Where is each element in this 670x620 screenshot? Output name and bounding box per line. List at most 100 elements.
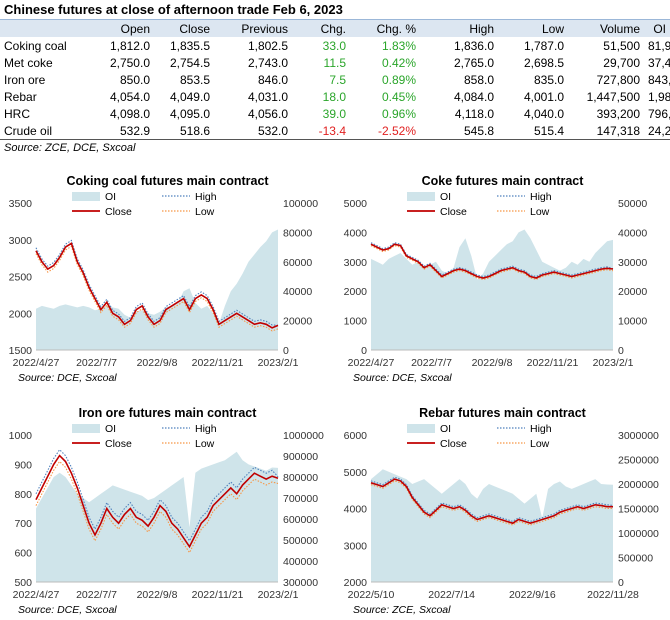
x-tick-label: 2022/9/8 bbox=[472, 357, 513, 369]
row-chg: -13.4 bbox=[292, 122, 350, 140]
x-tick-label: 2022/11/28 bbox=[587, 589, 639, 601]
y-left-tick-label: 0 bbox=[361, 345, 367, 357]
legend-label: Low bbox=[195, 206, 215, 218]
x-tick-label: 2022/7/14 bbox=[428, 589, 475, 601]
row-close: 518.6 bbox=[154, 122, 214, 140]
legend-label: High bbox=[530, 191, 552, 203]
table-row: Crude oil 532.9 518.6 532.0 -13.4 -2.52%… bbox=[0, 122, 670, 140]
y-right-tick-label: 40000 bbox=[618, 227, 647, 239]
chart-title: Coking coal futures main contract bbox=[66, 174, 269, 188]
row-high: 2,765.0 bbox=[453, 55, 494, 70]
row-name: Met coke bbox=[4, 55, 53, 70]
y-right-tick-label: 700000 bbox=[283, 493, 318, 505]
oi-area bbox=[36, 451, 278, 582]
oi-area bbox=[371, 229, 613, 350]
coke-chart: 0 1000 2000 3000 4000 5000 0 10000 20000 30000 400… bbox=[335, 163, 670, 385]
row-volume: 29,700 bbox=[603, 55, 640, 70]
legend-label: Close bbox=[440, 438, 467, 450]
row-close: 4,095.0 bbox=[169, 106, 210, 121]
close-line bbox=[370, 478, 613, 525]
chart-source: Source: DCE, Sxcoal bbox=[353, 372, 452, 384]
header-chg: Chg. bbox=[292, 19, 350, 37]
header-oi: OI bbox=[644, 19, 670, 37]
coke-chart-svg: 0100020003000400050000100002000030000400… bbox=[344, 174, 648, 384]
table-row: Coking coal 1,812.0 1,835.5 1,802.5 33.0… bbox=[0, 37, 670, 54]
y-left-tick-label: 900 bbox=[14, 459, 32, 471]
x-tick-label: 2022/7/7 bbox=[76, 589, 117, 601]
row-high: 858.0 bbox=[463, 72, 494, 87]
y-right-tick-label: 100000 bbox=[283, 198, 318, 210]
row-chg: 11.5 bbox=[323, 55, 346, 70]
table-row: Rebar 4,054.0 4,049.0 4,031.0 18.0 0.45%… bbox=[0, 88, 670, 105]
x-tick-label: 2022/9/8 bbox=[137, 357, 178, 369]
y-left-tick-label: 3500 bbox=[9, 198, 33, 210]
row-close: 2,754.5 bbox=[169, 55, 210, 70]
x-tick-label: 2023/2/1 bbox=[593, 357, 634, 369]
y-right-tick-label: 2500000 bbox=[618, 455, 659, 467]
y-left-tick-label: 4000 bbox=[344, 227, 368, 239]
row-oi: 843,112 bbox=[648, 72, 670, 87]
high-line bbox=[370, 476, 614, 523]
x-tick-label: 2022/11/21 bbox=[192, 589, 244, 601]
row-name: Rebar bbox=[4, 89, 37, 104]
row-volume: 393,200 bbox=[596, 106, 640, 121]
header-name bbox=[0, 19, 78, 37]
y-right-tick-label: 800000 bbox=[283, 472, 318, 484]
y-left-tick-label: 800 bbox=[14, 489, 32, 501]
legend-label: Low bbox=[195, 438, 215, 450]
rebar-chart-svg: 2000 3000 4000 5000 6000 0 500000 1000000 150000… bbox=[344, 406, 659, 616]
table-title: Chinese futures at close of afternoon tr… bbox=[4, 2, 343, 17]
close-line bbox=[35, 454, 279, 549]
header-open: Open bbox=[78, 19, 154, 37]
row-previous: 1,802.5 bbox=[247, 38, 288, 53]
iron-ore-chart-svg: 500 600 700 800 900 1000 300000 400000 500000 600… bbox=[9, 406, 324, 616]
rebar-chart: 2000 3000 4000 5000 6000 0 500000 1000000 150000… bbox=[335, 395, 670, 620]
y-right-tick-label: 400000 bbox=[283, 556, 318, 568]
row-chg: 7.5 bbox=[329, 72, 346, 87]
row-close: 4,049.0 bbox=[169, 89, 210, 104]
row-low: 4,040.0 bbox=[523, 106, 564, 121]
row-name: Iron ore bbox=[4, 72, 46, 87]
row-high: 4,084.0 bbox=[453, 89, 494, 104]
row-high: 4,118.0 bbox=[454, 106, 494, 121]
x-tick-label: 2022/5/10 bbox=[348, 589, 395, 601]
close-line bbox=[35, 242, 279, 329]
y-right-tick-label: 0 bbox=[618, 577, 624, 589]
row-chg: 33.0 bbox=[322, 38, 346, 53]
y-left-tick-label: 5000 bbox=[344, 198, 368, 210]
row-chg-pct: 0.45% bbox=[381, 89, 416, 104]
low-line bbox=[35, 460, 279, 554]
row-chg-pct: 0.42% bbox=[381, 55, 416, 70]
row-low: 2,698.5 bbox=[523, 55, 564, 70]
chart-title: Coke futures main contract bbox=[422, 174, 585, 188]
y-right-tick-label: 2000000 bbox=[618, 479, 659, 491]
header-low: Low bbox=[498, 19, 568, 37]
row-previous: 4,031.0 bbox=[247, 89, 288, 104]
chart-title: Rebar futures main contract bbox=[419, 406, 587, 420]
y-left-tick-label: 500 bbox=[14, 577, 32, 589]
row-open: 4,054.0 bbox=[109, 89, 150, 104]
y-left-tick-label: 1500 bbox=[9, 345, 33, 357]
row-oi: 37,447 bbox=[648, 55, 670, 70]
high-line bbox=[35, 448, 279, 542]
y-right-tick-label: 40000 bbox=[283, 286, 312, 298]
row-low: 1,787.0 bbox=[523, 38, 564, 53]
legend-label: OI bbox=[440, 191, 451, 203]
coking-coal-chart-svg: 1500 2000 2500 3000 3500 0 20000 40000 60000 8000… bbox=[9, 174, 319, 384]
row-oi: 81,931 bbox=[648, 38, 670, 53]
row-open: 532.9 bbox=[78, 122, 154, 140]
row-chg: 18.0 bbox=[322, 89, 346, 104]
legend-swatch bbox=[72, 424, 100, 433]
header-high: High bbox=[420, 19, 498, 37]
futures-table: Open Close Previous Chg. Chg. % High Low… bbox=[0, 19, 670, 140]
legend-label: Close bbox=[105, 438, 132, 450]
y-left-tick-label: 3000 bbox=[344, 540, 368, 552]
row-volume: 1,447,500 bbox=[586, 89, 640, 104]
legend-label: High bbox=[195, 423, 217, 435]
x-tick-label: 2022/9/16 bbox=[509, 589, 556, 601]
coking-coal-chart: 1500 2000 2500 3000 3500 0 20000 40000 60000 8000… bbox=[0, 163, 335, 385]
header-volume: Volume bbox=[568, 19, 644, 37]
y-right-tick-label: 1500000 bbox=[618, 504, 659, 516]
y-right-tick-label: 30000 bbox=[618, 257, 647, 269]
x-tick-label: 2022/9/8 bbox=[137, 589, 178, 601]
